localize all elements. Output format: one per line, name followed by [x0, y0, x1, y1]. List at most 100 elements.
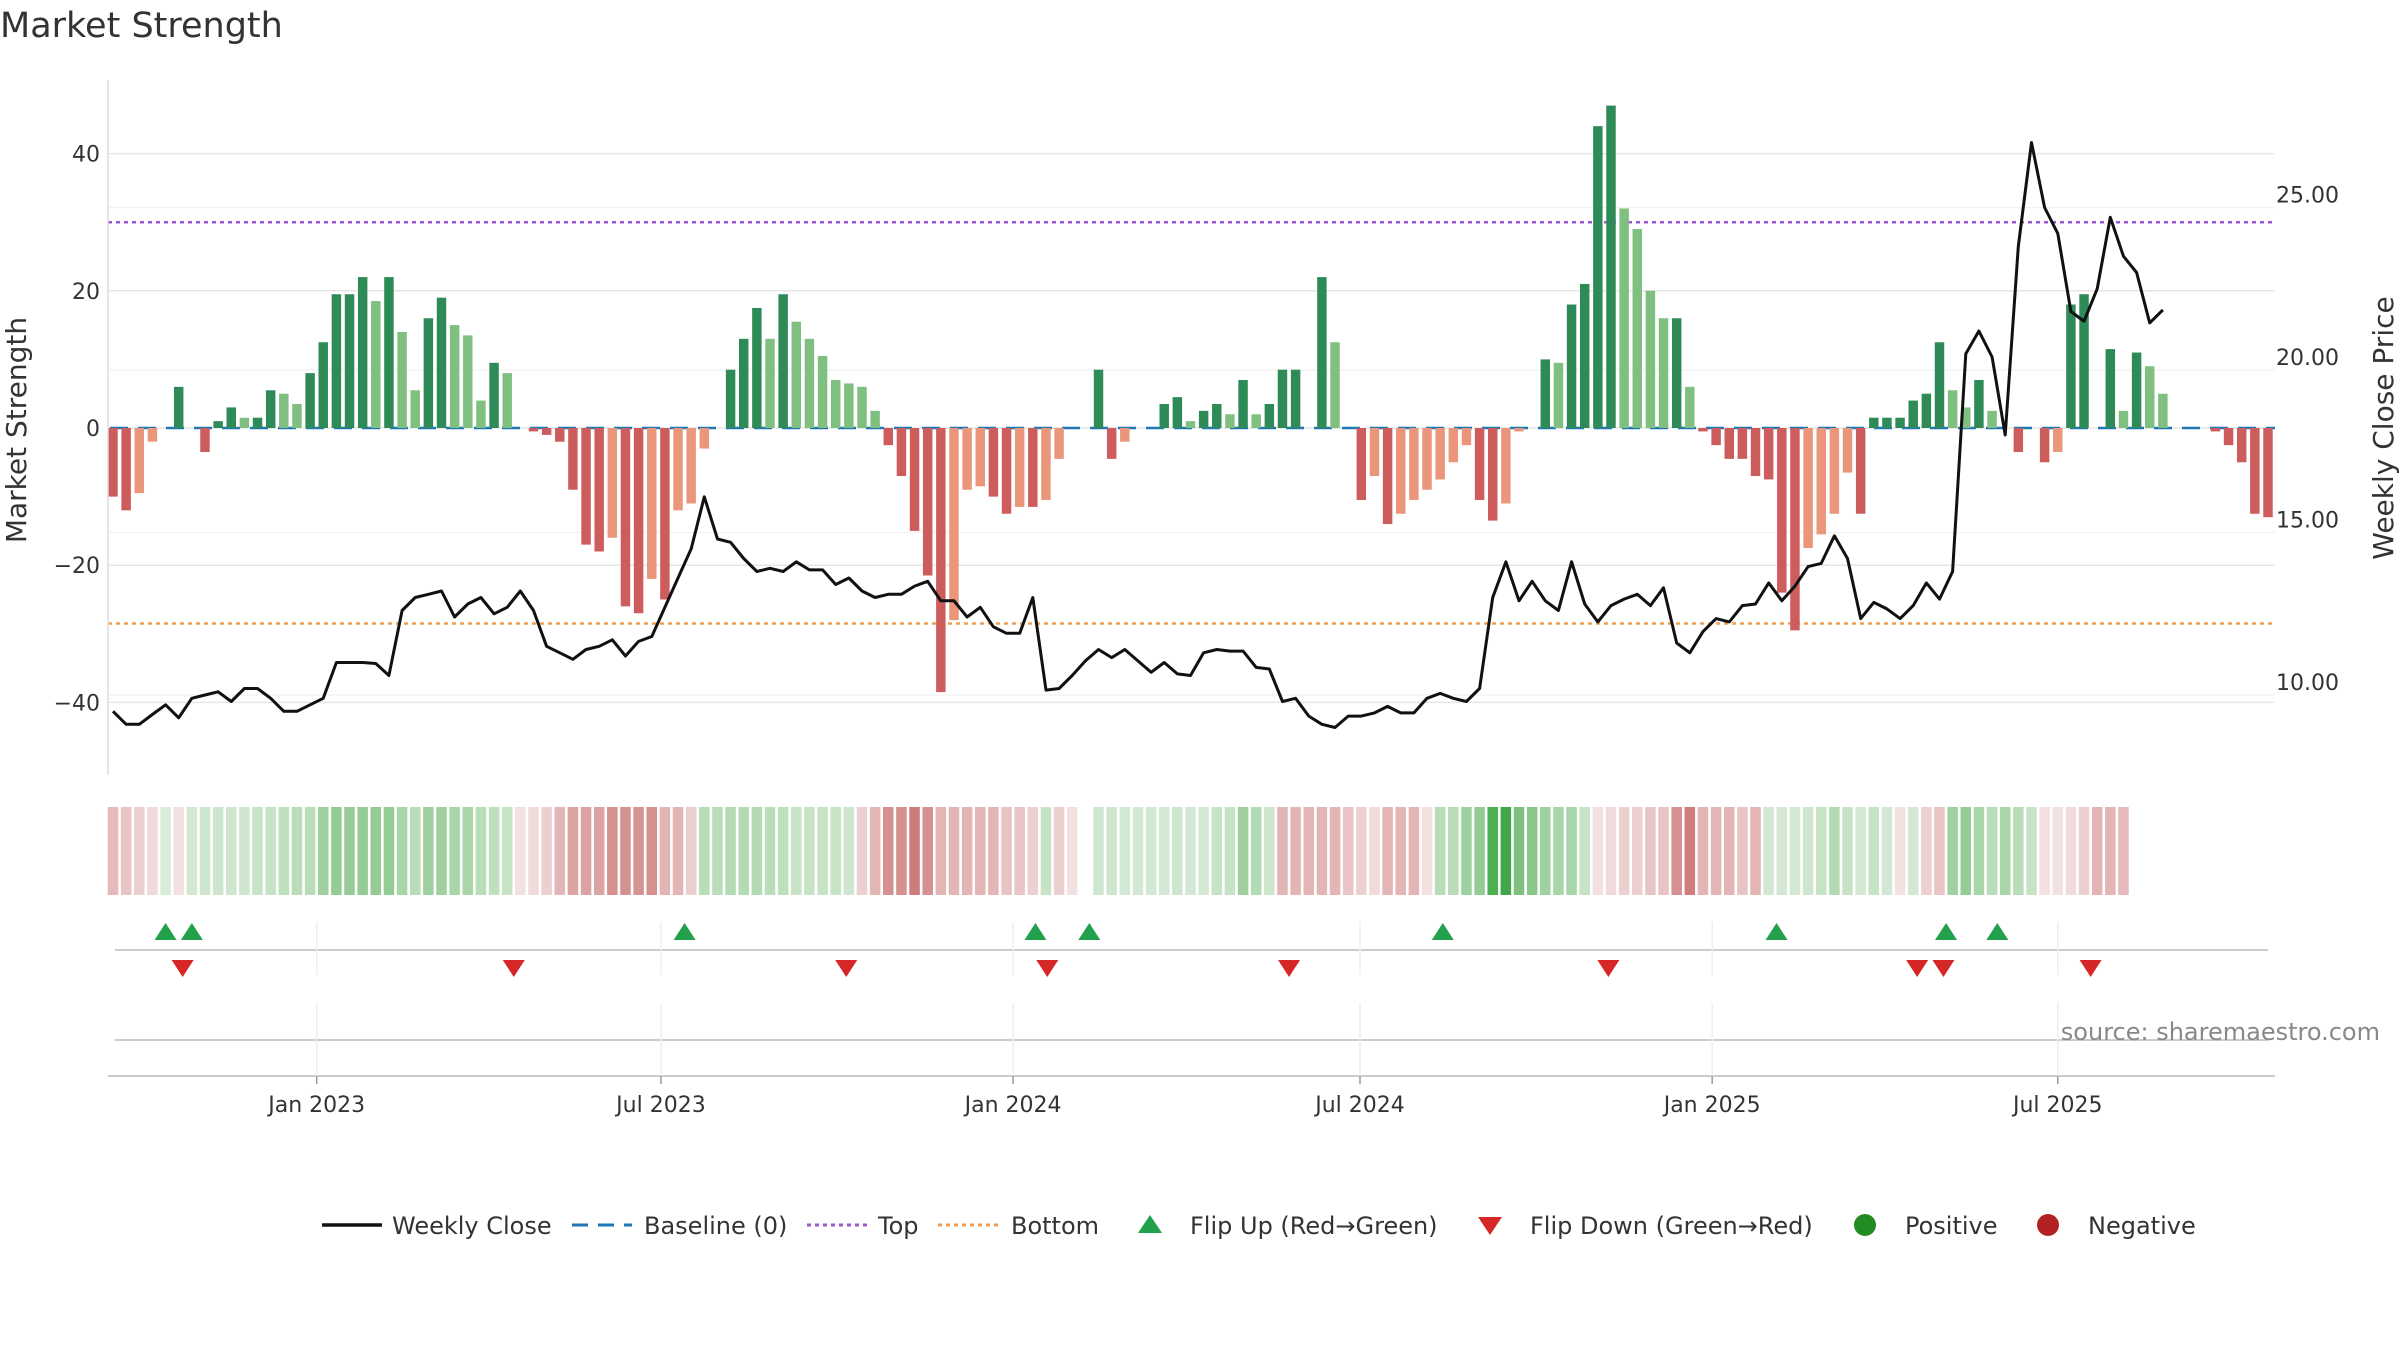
- heat-cell: [1040, 807, 1052, 895]
- negative-bar: [2039, 428, 2050, 463]
- negative-bar: [909, 428, 920, 531]
- negative-bar: [2013, 428, 2024, 453]
- positive-bar: [226, 407, 236, 428]
- negative-bar: [1777, 428, 1787, 593]
- heat-cell: [226, 807, 237, 895]
- negative-bar: [1369, 428, 1380, 477]
- positive-bar: [1934, 342, 1945, 428]
- flip-up-marker: [180, 923, 203, 940]
- negative-bar: [1382, 428, 1393, 525]
- heat-cell: [593, 807, 605, 895]
- positive-bar: [2079, 294, 2089, 428]
- heat-cell: [1369, 807, 1380, 895]
- heat-cell: [1566, 807, 1577, 895]
- left-tick-label: 40: [72, 143, 100, 168]
- positive-bar: [1225, 414, 1235, 428]
- heat-cell: [1356, 807, 1367, 895]
- heat-cell: [2118, 807, 2129, 895]
- heat-cell: [2065, 807, 2077, 895]
- positive-bar: [436, 297, 447, 428]
- negative-bar: [883, 428, 894, 446]
- heat-cell: [1632, 807, 1643, 895]
- source-note: source: sharemaestro.com: [2061, 1018, 2380, 1046]
- positive-bar: [791, 321, 802, 428]
- positive-bar: [1172, 397, 1183, 428]
- negative-bar: [1763, 428, 1774, 480]
- negative-bar: [568, 428, 578, 490]
- flip-down-marker: [171, 960, 194, 977]
- heat-cell: [712, 807, 723, 895]
- heat-cell: [462, 807, 474, 895]
- heat-cell: [909, 807, 920, 895]
- positive-bar: [739, 338, 749, 428]
- x-tick-label: Jul 2023: [614, 1093, 706, 1118]
- heat-cell: [1618, 807, 1630, 895]
- negative-bar: [686, 428, 696, 504]
- heat-cell: [107, 807, 119, 895]
- heat-cell: [1027, 807, 1039, 895]
- heat-cell: [1158, 807, 1170, 895]
- heat-cell: [1093, 807, 1104, 895]
- negative-bar: [2263, 428, 2273, 518]
- heat-cell: [580, 807, 592, 895]
- heat-cell: [1815, 807, 1827, 895]
- heat-cell: [2039, 807, 2050, 895]
- heat-cell: [922, 807, 933, 895]
- flip-up-marker: [1078, 923, 1101, 940]
- negative-bar: [1698, 428, 1708, 432]
- heat-cell: [738, 807, 749, 895]
- heat-cell: [961, 807, 973, 895]
- heat-cell: [633, 807, 644, 895]
- heat-cell: [1316, 807, 1328, 895]
- heat-cell: [278, 807, 290, 895]
- legend-label-top: Top: [877, 1212, 919, 1240]
- legend-label-bottom: Bottom: [1011, 1212, 1099, 1240]
- heat-cell: [1329, 807, 1341, 895]
- heat-cell: [1540, 807, 1551, 895]
- heat-cell: [1421, 807, 1433, 895]
- heat-cell: [764, 807, 776, 895]
- positive-bar: [252, 417, 263, 428]
- heat-cell: [1001, 807, 1012, 895]
- negative-bar: [936, 428, 946, 693]
- heat-cell: [1132, 807, 1144, 895]
- heat-cell: [1408, 807, 1420, 895]
- positive-bar: [384, 277, 394, 428]
- heat-cell: [344, 807, 355, 895]
- negative-bar: [594, 428, 604, 552]
- positive-bar: [1579, 283, 1590, 428]
- negative-bar: [1501, 428, 1511, 504]
- heat-cell: [370, 807, 382, 895]
- heat-cell: [1842, 807, 1853, 895]
- heat-cell: [1605, 807, 1617, 895]
- negative-bar: [1448, 428, 1459, 463]
- heat-cell: [1053, 807, 1065, 895]
- positive-bar: [844, 383, 854, 428]
- heat-cell: [817, 807, 828, 895]
- legend-label-baseline: Baseline (0): [644, 1212, 787, 1240]
- heat-cell: [1448, 807, 1459, 895]
- heat-cell: [883, 807, 894, 895]
- flip-down-marker: [1932, 960, 1955, 977]
- flip-up-marker: [154, 923, 177, 940]
- heat-cell: [1999, 807, 2011, 895]
- heat-cell: [1829, 807, 1840, 895]
- legend-label-positive: Positive: [1905, 1212, 1998, 1240]
- heat-cell: [1986, 807, 1998, 895]
- heat-cell: [1145, 807, 1157, 895]
- heat-cell: [1934, 807, 1945, 895]
- heat-cell: [672, 807, 684, 895]
- heat-cell: [1303, 807, 1315, 895]
- legend-swatch-negative: [2037, 1214, 2059, 1236]
- negative-bar: [1356, 428, 1367, 501]
- heat-cell: [1710, 807, 1722, 895]
- heat-cell: [751, 807, 763, 895]
- negative-bar: [660, 428, 670, 600]
- heat-cell: [1855, 807, 1866, 895]
- negative-bar: [1422, 428, 1432, 490]
- positive-bar: [1540, 359, 1551, 428]
- flip-down-marker: [1597, 960, 1620, 977]
- positive-bar: [1277, 369, 1288, 428]
- flip-up-marker: [1935, 923, 1958, 940]
- heat-cell: [948, 807, 960, 895]
